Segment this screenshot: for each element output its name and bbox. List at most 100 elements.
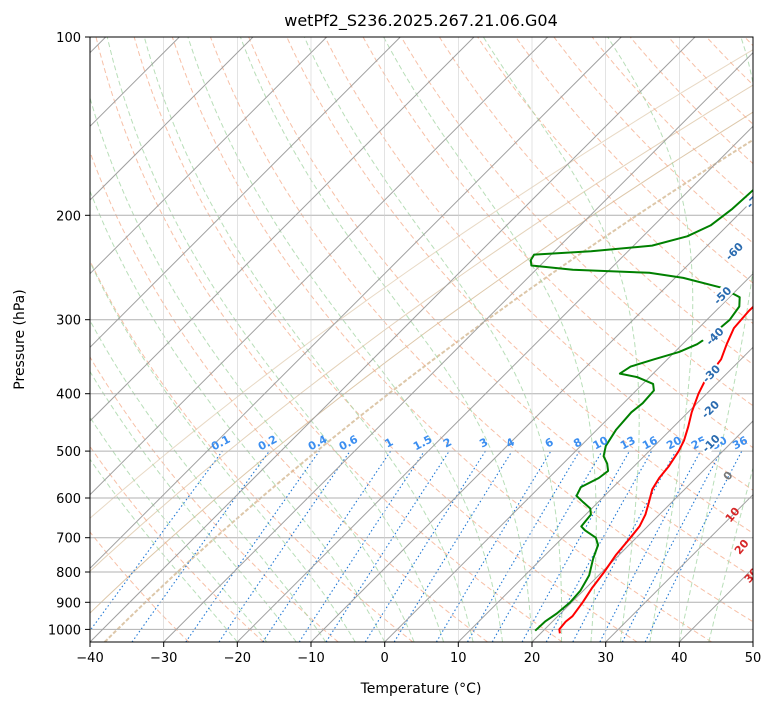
x-tick-label: 0 xyxy=(381,651,389,666)
isotherm-line xyxy=(90,37,549,496)
x-tick-label: −20 xyxy=(224,651,251,666)
mixing-ratio-line xyxy=(185,450,320,642)
isotherm-line xyxy=(457,346,753,642)
x-tick-label: 50 xyxy=(745,651,762,666)
y-tick-label: 700 xyxy=(56,532,81,547)
dry-adiabat xyxy=(324,37,753,491)
plot-frame xyxy=(89,36,754,643)
dry-adiabat xyxy=(171,37,712,642)
plot-area: 0.10.20.40.611.52346810131620253036-100-… xyxy=(90,37,767,642)
dry-adiabat xyxy=(133,37,638,642)
moist-adiabat xyxy=(303,37,563,642)
dry-adiabat xyxy=(90,531,190,642)
mixing-ratio-line xyxy=(218,450,351,642)
mixing-ratio-line xyxy=(90,450,223,632)
y-axis-title: Pressure (hPa) xyxy=(12,289,28,389)
isotherm-line xyxy=(163,51,753,642)
isotherm-label-bg xyxy=(698,430,723,456)
mixing-ratio-line xyxy=(572,450,677,642)
vertical-gridlines xyxy=(90,37,753,642)
background-arc xyxy=(90,49,753,519)
isotherm-line xyxy=(605,493,753,642)
mixing-ratio-line xyxy=(298,450,425,642)
isotherm-line xyxy=(90,37,696,642)
background-arc xyxy=(103,138,753,642)
isotherm-line xyxy=(310,199,753,642)
isotherm-label: -70 xyxy=(744,188,767,211)
y-tick-label: 800 xyxy=(56,566,81,581)
mixing-ratio-label: 36 xyxy=(730,434,750,453)
moist-adiabat xyxy=(482,37,640,642)
x-tick-label: 20 xyxy=(524,651,541,666)
mixing-ratio-line xyxy=(644,450,743,642)
moist-adiabat xyxy=(90,260,356,642)
dry-adiabat xyxy=(95,37,563,642)
x-tick-label: 10 xyxy=(450,651,467,666)
mixing-ratio-label: 10 xyxy=(591,434,611,453)
y-tick-label: 200 xyxy=(56,209,81,224)
y-tick-label: 500 xyxy=(56,445,81,460)
moist-adiabat xyxy=(90,416,268,642)
moist-adiabat xyxy=(90,319,327,642)
y-tick-label: 300 xyxy=(56,314,81,329)
dry-adiabat xyxy=(90,150,488,642)
isotherm-label-bg xyxy=(697,396,723,422)
sounding-traces xyxy=(529,188,753,634)
mixing-ratio-label: 16 xyxy=(640,434,660,453)
isotherm-label-bg xyxy=(709,282,735,308)
y-tick-label: 1000 xyxy=(48,623,81,638)
mixing-ratio-label: 20 xyxy=(664,434,684,453)
isobar-gridlines xyxy=(90,37,753,630)
moist-adiabat xyxy=(678,37,753,642)
x-axis: −40 −30 −20 −10 0 10 20 30 40 50 xyxy=(76,642,761,666)
isotherm-line xyxy=(90,37,254,201)
moist-adiabat xyxy=(708,466,753,642)
dry-adiabats xyxy=(90,37,753,642)
mixing-ratio-line xyxy=(325,450,450,642)
isotherm-label-bg xyxy=(698,360,724,386)
dry-adiabat xyxy=(438,37,753,366)
x-tick-label: 40 xyxy=(671,651,688,666)
x-tick-label: −40 xyxy=(76,651,103,666)
y-axis: 100 200 300 400 500 600 700 800 900 1000 xyxy=(48,31,90,638)
dry-adiabat xyxy=(591,37,753,204)
mixing-ratio-line xyxy=(131,450,270,642)
dewpoint-line xyxy=(529,188,753,632)
isotherm-line xyxy=(90,37,328,275)
moist-adiabat xyxy=(187,37,503,642)
moist-adiabat xyxy=(90,458,238,642)
isotherm-line xyxy=(384,272,753,642)
isotherm-line xyxy=(531,420,753,642)
x-axis-title: Temperature (°C) xyxy=(360,681,482,697)
isotherm-label-bg xyxy=(701,323,727,349)
y-tick-label: 600 xyxy=(56,492,81,507)
dry-adiabat xyxy=(286,37,753,534)
dry-adiabat xyxy=(248,37,753,578)
moist-adiabat xyxy=(106,37,445,642)
dry-adiabat xyxy=(90,356,339,642)
mixing-ratio-line xyxy=(521,450,630,642)
isotherm-line xyxy=(236,125,753,642)
mixing-ratio-label: 13 xyxy=(618,434,638,453)
isotherm-line xyxy=(90,37,401,349)
moist-adiabat xyxy=(239,37,533,642)
x-tick-label: −10 xyxy=(297,651,324,666)
moist-adiabat xyxy=(143,37,474,642)
isotherm-label-bg xyxy=(721,238,747,264)
temperature-line xyxy=(558,305,753,634)
x-tick-label: −30 xyxy=(150,651,177,666)
mixing-ratio-line xyxy=(545,450,653,642)
y-tick-label: 400 xyxy=(56,388,81,403)
isotherm-label-bg xyxy=(742,186,753,212)
isotherm-line xyxy=(90,37,622,570)
y-tick-label: 100 xyxy=(56,31,81,46)
dry-adiabat xyxy=(553,37,753,244)
skewed-isotherms xyxy=(90,37,753,642)
dry-adiabat xyxy=(400,37,753,407)
x-tick-label: 30 xyxy=(597,651,614,666)
dry-adiabat xyxy=(210,37,753,623)
background-arc xyxy=(90,111,753,614)
moist-adiabat xyxy=(383,37,597,642)
